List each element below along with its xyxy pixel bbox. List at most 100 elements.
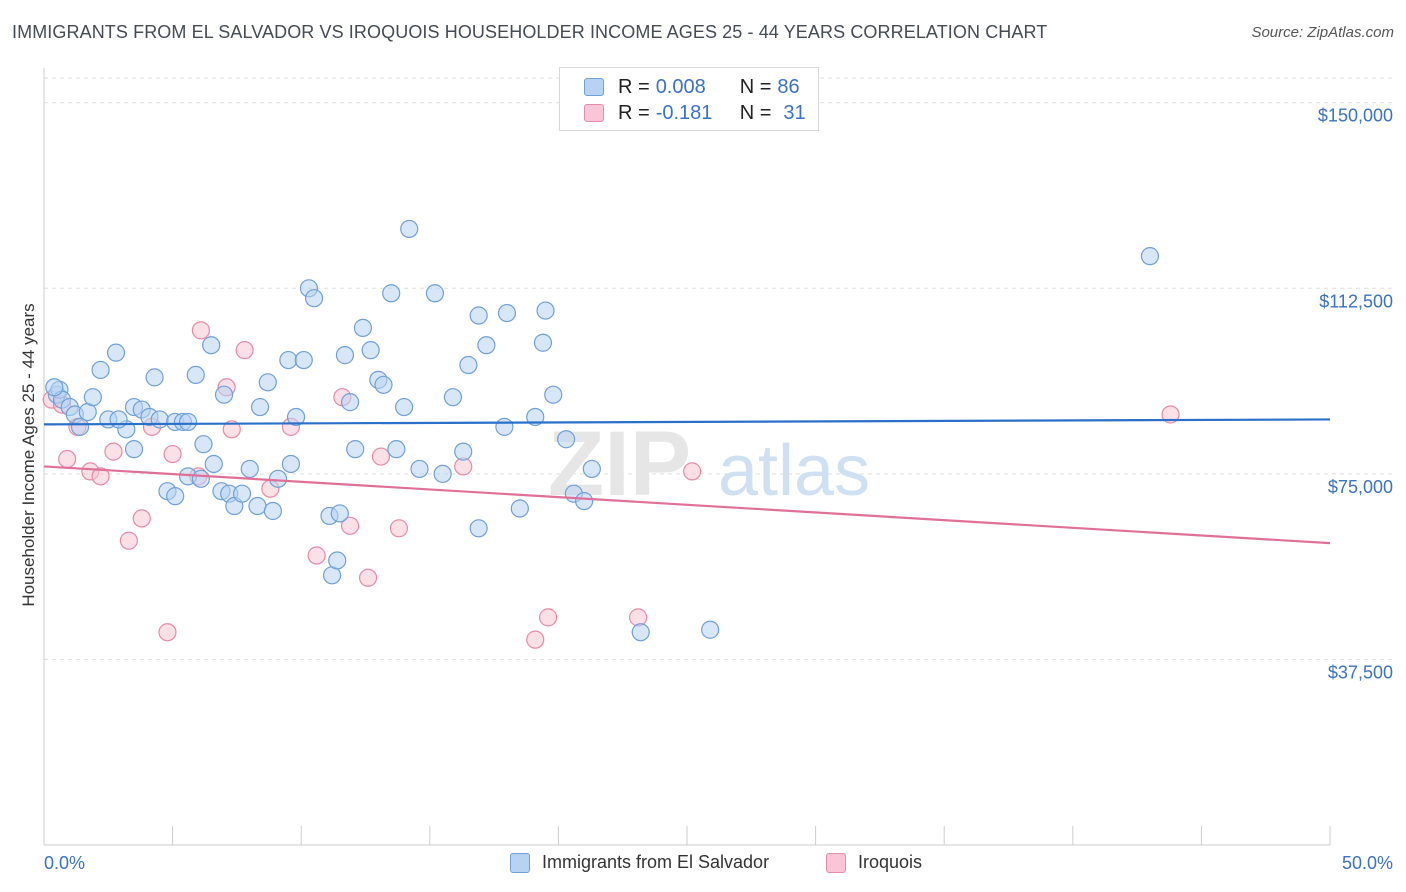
data-point-iroquois xyxy=(132,509,151,528)
data-point-el-salvador xyxy=(433,464,452,483)
legend-n-value: 31 xyxy=(783,101,806,124)
data-point-iroquois xyxy=(389,519,409,538)
data-point-iroquois xyxy=(235,341,254,360)
data-point-el-salvador xyxy=(166,487,185,506)
legend-swatch-blue xyxy=(584,78,604,96)
data-point-iroquois xyxy=(1161,405,1180,424)
data-point-el-salvador xyxy=(497,303,517,323)
data-point-el-salvador xyxy=(526,407,545,427)
trend-lines xyxy=(43,418,1331,545)
data-point-el-salvador xyxy=(536,301,555,320)
chart-title: IMMIGRANTS FROM EL SALVADOR VS IROQUOIS … xyxy=(12,22,1048,42)
legend-r-label: R = xyxy=(618,75,650,98)
data-point-el-salvador xyxy=(232,484,252,503)
data-point-el-salvador xyxy=(178,412,198,432)
y-tick-labels: $37,500 $75,000 $112,500 $150,000 xyxy=(1318,106,1393,683)
data-point-el-salvador xyxy=(194,435,213,454)
trend-line-el-salvador xyxy=(43,418,1331,426)
data-point-el-salvador xyxy=(382,284,401,303)
data-point-el-salvador xyxy=(214,385,234,404)
legend-r-value: -0.181 xyxy=(655,101,713,124)
legend: R = 0.008 N = 86 R = -0.181 N = 31 xyxy=(559,67,819,131)
bottom-legend-label: Immigrants from El Salvador xyxy=(542,852,770,872)
data-point-el-salvador xyxy=(268,469,288,488)
data-point-el-salvador xyxy=(340,393,360,412)
data-point-iroquois xyxy=(119,531,138,550)
legend-r-label: R = xyxy=(618,101,650,124)
data-point-el-salvador xyxy=(459,355,478,375)
data-point-el-salvador xyxy=(495,417,514,436)
y-tick-label: $112,500 xyxy=(1319,291,1393,311)
data-point-iroquois xyxy=(191,321,210,340)
legend-n-value: 86 xyxy=(777,75,800,98)
source-credit: Source: ZipAtlas.com xyxy=(1251,24,1394,41)
legend-row-el-salvador: R = 0.008 N = 86 xyxy=(584,74,800,100)
bottom-legend-swatch-blue xyxy=(510,852,530,873)
data-point-el-salvador xyxy=(387,440,406,459)
data-point-el-salvador xyxy=(202,336,221,355)
data-point-el-salvador xyxy=(186,365,205,385)
y-tick-label: $150,000 xyxy=(1318,106,1393,126)
data-point-el-salvador xyxy=(469,519,488,538)
data-point-el-salvador xyxy=(191,469,210,488)
data-point-iroquois xyxy=(683,462,702,481)
data-point-el-salvador xyxy=(150,410,169,429)
data-point-el-salvador xyxy=(279,350,298,370)
data-point-el-salvador xyxy=(353,318,373,337)
data-point-el-salvador xyxy=(533,333,553,352)
data-point-iroquois xyxy=(307,546,326,565)
data-point-el-salvador xyxy=(510,499,529,518)
data-point-iroquois xyxy=(91,467,110,486)
data-point-iroquois xyxy=(526,630,545,649)
data-point-iroquois xyxy=(340,516,360,535)
legend-n-label: N = xyxy=(739,75,772,98)
data-point-iroquois xyxy=(222,420,241,439)
axes xyxy=(43,68,1331,846)
gridlines xyxy=(44,77,1395,660)
data-point-el-salvador xyxy=(328,551,347,570)
x-tick-labels: 0.0% 50.0% xyxy=(44,853,1393,873)
data-point-el-salvador xyxy=(240,459,259,479)
data-point-el-salvador xyxy=(330,504,349,523)
data-point-el-salvador xyxy=(45,378,64,397)
data-point-el-salvador xyxy=(346,440,365,459)
data-point-el-salvador xyxy=(477,336,496,355)
data-point-el-salvador xyxy=(400,219,419,239)
data-point-iroquois xyxy=(104,442,123,461)
data-point-el-salvador xyxy=(145,368,164,387)
data-point-el-salvador xyxy=(286,407,306,427)
data-point-el-salvador xyxy=(304,289,324,308)
data-point-el-salvador xyxy=(124,440,144,459)
data-point-el-salvador xyxy=(70,417,90,436)
data-point-iroquois xyxy=(158,623,177,642)
data-point-el-salvador xyxy=(204,454,223,474)
data-point-el-salvador xyxy=(91,360,110,380)
data-point-iroquois xyxy=(539,608,558,627)
bottom-legend-el-salvador: Immigrants from El Salvador xyxy=(510,852,769,873)
data-point-el-salvador xyxy=(361,341,380,360)
data-point-el-salvador xyxy=(250,397,270,417)
data-point-el-salvador xyxy=(294,350,313,370)
x-tick-label: 50.0% xyxy=(1342,853,1393,873)
data-point-el-salvador xyxy=(575,491,594,511)
data-point-el-salvador xyxy=(1140,247,1160,266)
data-point-el-salvador xyxy=(258,373,277,392)
legend-r-value: 0.008 xyxy=(655,75,706,98)
data-point-iroquois xyxy=(629,608,648,627)
data-point-el-salvador xyxy=(281,454,301,474)
bottom-legend-iroquois: Iroquois xyxy=(826,852,922,873)
data-point-el-salvador xyxy=(83,388,102,407)
data-point-el-salvador xyxy=(263,501,283,521)
data-point-el-salvador xyxy=(557,430,576,449)
data-point-el-salvador xyxy=(701,620,720,639)
y-tick-label: $75,000 xyxy=(1328,477,1393,497)
legend-swatch-pink xyxy=(584,104,604,122)
data-point-el-salvador xyxy=(335,346,355,365)
trend-line-iroquois xyxy=(43,465,1331,545)
data-point-iroquois xyxy=(371,447,391,466)
data-point-el-salvador xyxy=(544,385,563,404)
bottom-legend: Immigrants from El Salvador Iroquois xyxy=(0,852,1406,878)
y-tick-label: $37,500 xyxy=(1328,662,1393,682)
data-point-el-salvador xyxy=(109,410,128,429)
